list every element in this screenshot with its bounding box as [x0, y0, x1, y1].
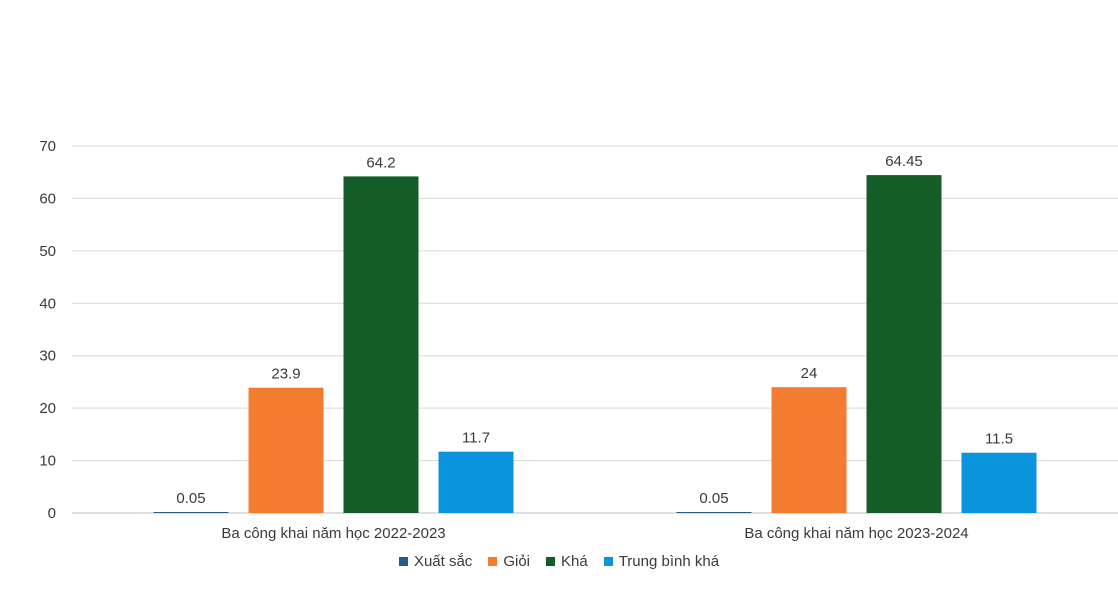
legend-item: Giỏi	[488, 553, 530, 570]
data-label: 64.2	[366, 154, 395, 171]
y-axis-ticks: 0 10 20 30 40 50 60 70	[39, 138, 56, 522]
bar-giỏi	[771, 387, 847, 513]
legend-label: Trung bình khá	[618, 553, 720, 570]
legend-swatch	[488, 557, 498, 566]
y-tick-label: 0	[48, 505, 56, 522]
y-tick-label: 70	[39, 138, 56, 155]
y-tick-label: 50	[39, 243, 56, 260]
bar-xuất-sắc	[153, 512, 229, 513]
bar-giỏi	[248, 387, 324, 513]
y-tick-label: 30	[39, 348, 56, 365]
data-label: 24	[801, 365, 818, 382]
y-tick-label: 40	[39, 295, 56, 312]
legend-item: Xuất sắc	[398, 553, 473, 570]
legend-label: Xuất sắc	[413, 553, 473, 570]
legend-label: Giỏi	[503, 553, 530, 570]
legend-item: Trung bình khá	[603, 553, 720, 570]
y-tick-label: 60	[39, 190, 56, 207]
data-label: 11.7	[462, 430, 490, 447]
x-category-label: Ba công khai năm học 2023-2024	[744, 525, 968, 542]
data-label: 64.45	[885, 153, 923, 170]
data-label: 0.05	[176, 490, 205, 507]
data-label: 23.9	[271, 366, 300, 383]
bars	[153, 175, 1037, 514]
bar-trung-bình-khá	[438, 451, 514, 513]
data-label: 0.05	[699, 490, 728, 507]
gridlines	[72, 145, 1118, 514]
bar-khá	[866, 175, 942, 514]
bar-xuất-sắc	[676, 512, 752, 513]
bar-trung-bình-khá	[961, 452, 1037, 513]
legend-swatch	[546, 557, 555, 566]
legend: Xuất sắc Giỏi Khá Trung bình khá	[0, 553, 1118, 570]
legend-label: Khá	[561, 553, 588, 570]
x-category-label: Ba công khai năm học 2022-2023	[221, 525, 445, 542]
legend-item: Khá	[546, 553, 588, 570]
legend-swatch	[603, 557, 613, 566]
x-axis-categories: Ba công khai năm học 2022-2023 Ba công kh…	[221, 525, 968, 542]
legend-swatch	[398, 557, 408, 566]
y-tick-label: 20	[39, 400, 56, 417]
y-tick-label: 10	[39, 453, 56, 470]
bar-khá	[343, 176, 419, 513]
data-label: 11.5	[985, 431, 1013, 448]
data-labels: 0.05 23.9 64.2 11.7 0.05 24 64.45 11.5	[176, 153, 1013, 507]
